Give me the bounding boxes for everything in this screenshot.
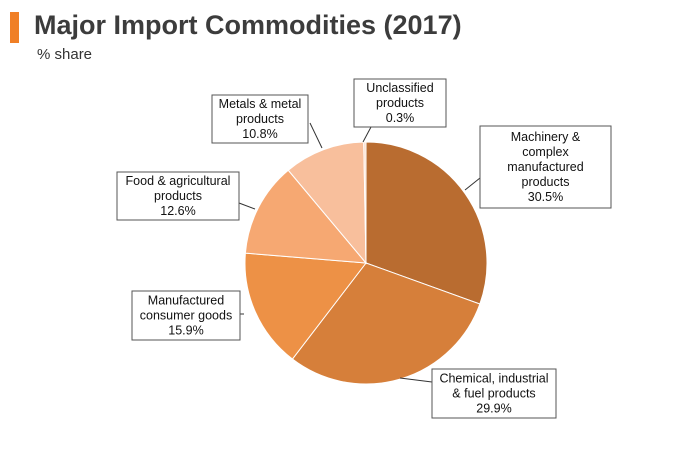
slice-name-label: & fuel products <box>452 387 535 401</box>
slice-name-label: products <box>376 96 424 110</box>
callout-machinery-and-complex-manufactured-products: Machinery & complex manufactured products 30… <box>464 125 612 209</box>
pie-callouts: Machinery & complex manufactured products 30… <box>116 78 612 419</box>
slice-value-label: 12.6% <box>160 204 195 218</box>
callout-leader-line <box>399 377 433 383</box>
callout-metals-and-metal-products: Metals & metal products 10.8% <box>211 94 323 149</box>
pie-slices <box>244 141 488 385</box>
callout-leader-line <box>362 126 372 143</box>
callout-box <box>353 78 447 128</box>
callout-box <box>116 171 240 221</box>
callout-manufactured-consumer-goods: Manufactured consumer goods 15.9% <box>131 290 244 341</box>
pie-slice-machinery-and-complex-manufactured-products <box>365 141 488 305</box>
callout-label: Food & agricultural products 12.6% <box>126 174 231 218</box>
slice-name-label: products <box>154 189 202 203</box>
slice-name-label: complex <box>522 145 569 159</box>
callout-label: Metals & metal products 10.8% <box>219 97 302 141</box>
pie-slice-manufactured-consumer-goods <box>244 252 367 360</box>
callout-unclassified-products: Unclassified products 0.3% <box>353 78 447 143</box>
slice-name-label: Chemical, industrial <box>439 372 548 386</box>
pie-slice-unclassified-products <box>363 141 367 264</box>
slice-name-label: Metals & metal <box>219 97 302 111</box>
callout-box <box>479 125 612 209</box>
callout-box <box>431 368 557 419</box>
slice-value-label: 30.5% <box>528 190 563 204</box>
slice-name-label: products <box>522 175 570 189</box>
callout-leader-line <box>309 122 323 149</box>
pie-slice-chemical-industrial-and-fuel-products <box>291 262 481 385</box>
callout-chemical-industrial-and-fuel-products: Chemical, industrial & fuel products 29.9% <box>399 368 557 419</box>
slice-value-label: 0.3% <box>386 111 415 125</box>
slice-name-label: products <box>236 112 284 126</box>
callout-label: Unclassified products 0.3% <box>366 81 433 125</box>
slice-name-label: Machinery & <box>511 130 581 144</box>
slice-name-label: Manufactured <box>148 294 224 308</box>
slice-value-label: 29.9% <box>476 402 511 416</box>
callout-box <box>131 290 241 341</box>
callout-food-and-agricultural-products: Food & agricultural products 12.6% <box>116 171 256 221</box>
chart-subtitle: % share <box>37 46 93 63</box>
slice-value-label: 15.9% <box>168 324 203 338</box>
title-accent-bar <box>10 12 19 43</box>
chart-title: Major Import Commodities (2017) <box>34 10 462 40</box>
slice-value-label: 10.8% <box>242 127 277 141</box>
callout-label: Machinery & complex manufactured products 30… <box>507 130 583 204</box>
pie-slice-metals-and-metal-products <box>287 141 367 265</box>
callout-leader-line <box>464 177 481 191</box>
callout-box <box>211 94 309 144</box>
callout-leader-line <box>238 202 256 210</box>
slice-name-label: Food & agricultural <box>126 174 231 188</box>
callout-label: Chemical, industrial & fuel products 29.9% <box>439 372 548 416</box>
slice-name-label: consumer goods <box>140 309 232 323</box>
slice-name-label: Unclassified <box>366 81 433 95</box>
slice-name-label: manufactured <box>507 160 583 174</box>
callout-label: Manufactured consumer goods 15.9% <box>140 294 232 338</box>
pie-slice-food-and-agricultural-products <box>244 169 368 264</box>
